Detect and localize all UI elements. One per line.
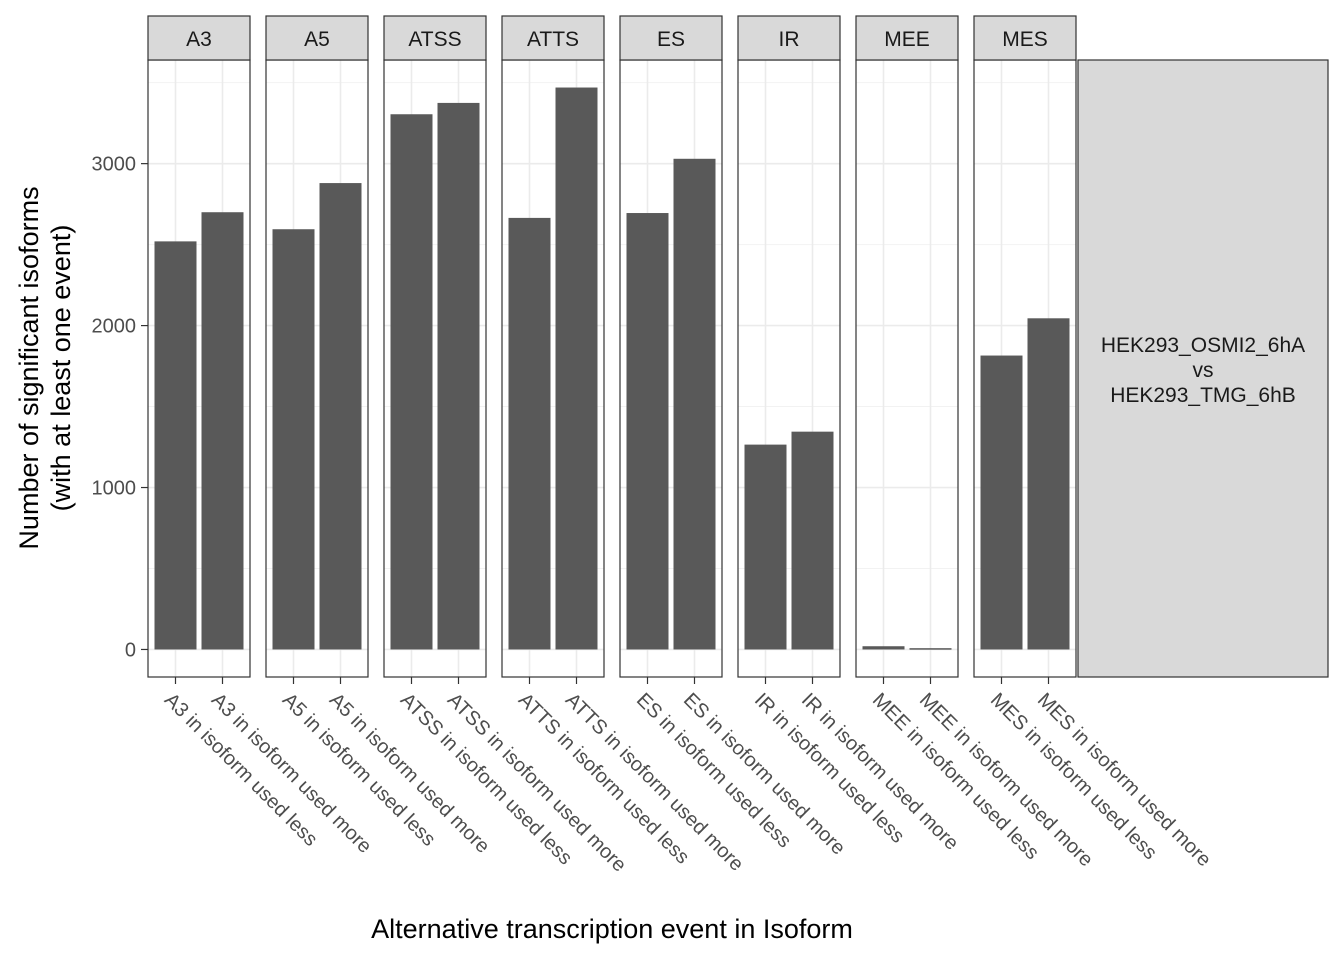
bar <box>1027 318 1070 650</box>
bar <box>154 241 197 650</box>
bar <box>319 183 362 650</box>
y-axis-title-line: (with at least one event) <box>46 225 76 512</box>
x-axis-title: Alternative transcription event in Isofo… <box>371 914 853 944</box>
y-tick-label: 2000 <box>92 316 137 338</box>
strip-label: IR <box>779 28 800 51</box>
y-tick-label: 1000 <box>92 478 137 500</box>
bar <box>980 355 1023 650</box>
y-tick-label: 3000 <box>92 154 137 176</box>
bar <box>791 431 834 650</box>
panel-background <box>856 60 958 677</box>
y-axis-title-line: Number of significant isoforms <box>14 186 44 549</box>
strip-background <box>737 15 841 61</box>
y-axis-title: Number of significant isoforms(with at l… <box>14 186 76 549</box>
strip-background <box>619 15 723 61</box>
bar <box>909 648 952 650</box>
strip-label: ES <box>657 28 685 51</box>
bar <box>555 87 598 650</box>
bar <box>390 114 433 650</box>
bar <box>201 212 244 650</box>
bar <box>673 158 716 650</box>
strip-background <box>265 15 369 61</box>
strip-label: MEE <box>884 28 930 51</box>
strip-background <box>501 15 605 61</box>
strip-label: A5 <box>304 28 330 51</box>
y-tick-label: 0 <box>125 639 136 661</box>
side-strip-label: HEK293_OSMI2_6hA <box>1101 334 1305 357</box>
strip-background <box>147 15 251 61</box>
strip-label: ATSS <box>408 28 461 51</box>
strip-label: A3 <box>186 28 212 51</box>
bar <box>862 646 905 650</box>
bar <box>626 213 669 650</box>
strip-background <box>973 15 1077 61</box>
bar <box>508 217 551 650</box>
bar <box>272 229 315 650</box>
bar <box>744 444 787 650</box>
side-strip-label: vs <box>1193 359 1214 382</box>
bar <box>437 102 480 650</box>
strip-background <box>855 15 959 61</box>
side-strip-background <box>1077 59 1329 678</box>
side-strip-label: HEK293_TMG_6hB <box>1110 384 1296 407</box>
strip-background <box>383 15 487 61</box>
strip-label: MES <box>1002 28 1048 51</box>
y-axis: 0 1000 2000 3000 <box>92 154 148 661</box>
strip-label: ATTS <box>527 28 579 51</box>
